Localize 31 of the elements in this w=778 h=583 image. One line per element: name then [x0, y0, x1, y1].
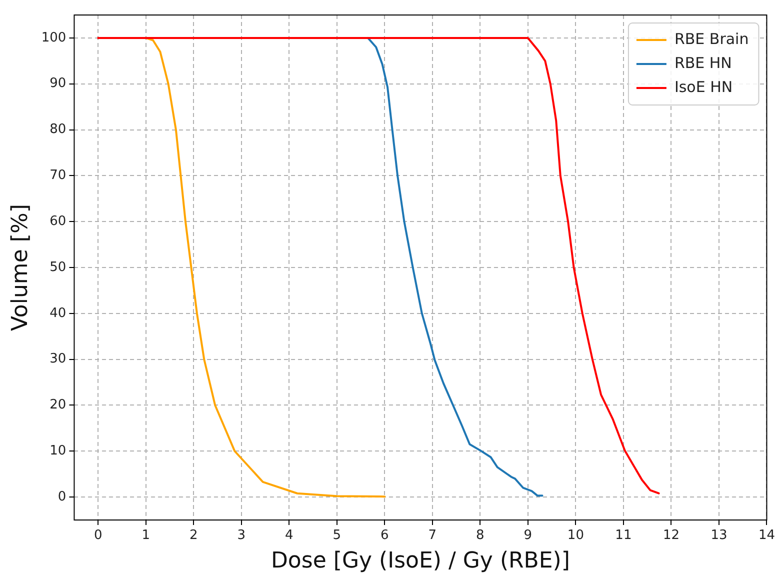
x-tick-label: 4: [284, 528, 294, 544]
x-tick-label: 14: [758, 528, 775, 544]
x-tick-label: 9: [524, 528, 532, 544]
y-tick-label: 100: [41, 30, 66, 46]
legend-label: IsoE HN: [674, 78, 733, 96]
x-axis-title: Dose [Gy (IsoE) / Gy (RBE)]: [270, 548, 570, 574]
x-tick-label: 1: [142, 528, 150, 544]
x-tick-label: 5: [332, 528, 342, 544]
x-tick-label: 8: [476, 528, 484, 544]
x-tick-label: 6: [380, 528, 389, 544]
y-tick-label: 30: [50, 352, 66, 367]
x-tick-label: 12: [662, 528, 680, 544]
y-tick-label: 10: [50, 444, 66, 459]
y-axis-title: Volume [%]: [8, 204, 33, 331]
y-tick-label: 0: [58, 489, 66, 504]
y-tick-label: 60: [50, 214, 66, 229]
x-tick-label: 13: [710, 528, 728, 544]
x-tick-label: 7: [428, 528, 437, 544]
y-tick-label: 40: [50, 306, 66, 321]
x-tick-label: 11: [615, 528, 632, 544]
y-tick-label: 80: [50, 122, 66, 138]
y-tick-label: 70: [50, 168, 66, 184]
x-tick-label: 3: [237, 528, 246, 544]
x-tick-label: 2: [189, 528, 198, 544]
y-tick-label: 50: [50, 260, 66, 275]
y-tick-label: 20: [50, 398, 66, 413]
x-tick-label: 10: [567, 528, 584, 544]
legend-label: RBE HN: [674, 54, 732, 72]
x-tick-label: 0: [94, 528, 102, 544]
legend-label: RBE Brain: [674, 30, 749, 48]
y-tick-label: 90: [50, 76, 66, 92]
